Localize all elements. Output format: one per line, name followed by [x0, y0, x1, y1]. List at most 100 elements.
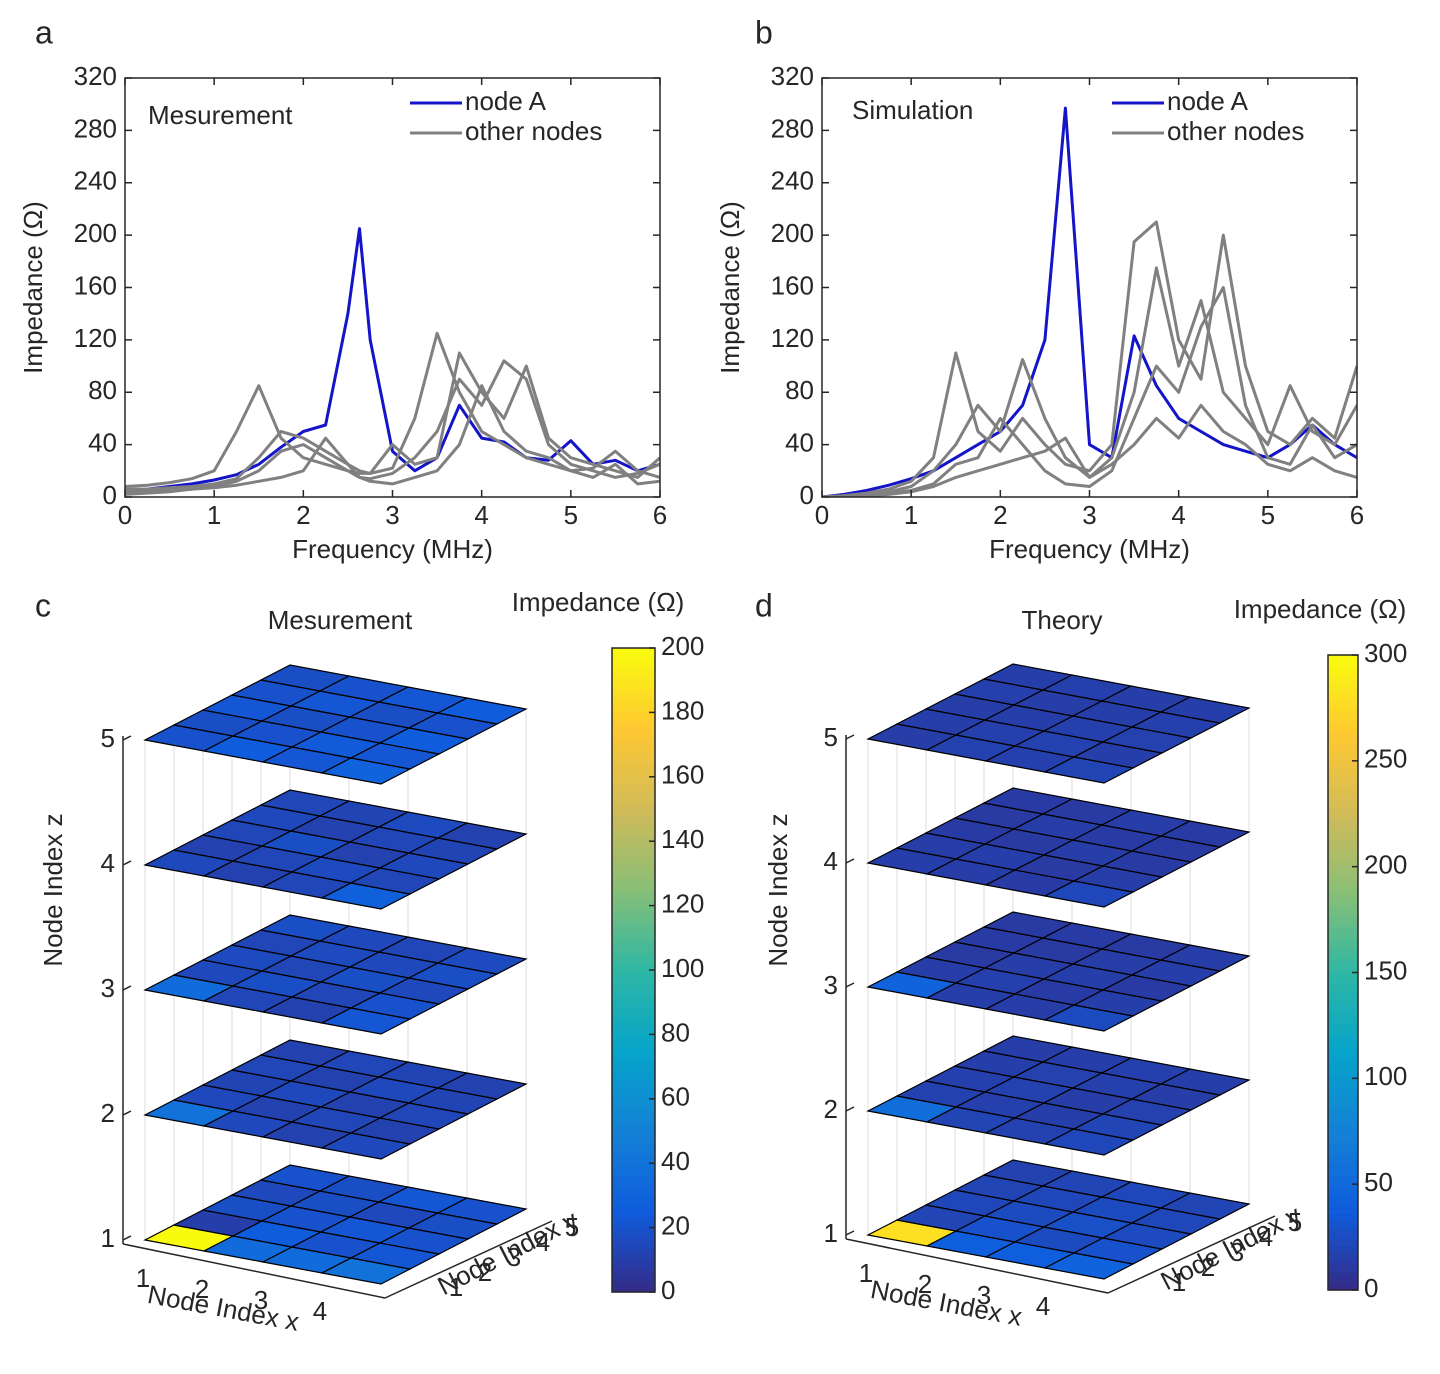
- colorbar-step: [612, 924, 655, 932]
- colorbar-step: [612, 1214, 655, 1222]
- z-tick: [845, 1106, 855, 1112]
- colorbar-step: [1328, 756, 1358, 764]
- colorbar-step: [612, 654, 655, 662]
- colorbar-step: [612, 989, 655, 997]
- colorbar-step: [612, 1053, 655, 1061]
- x-tick-label: 2: [296, 500, 310, 530]
- series-line: [125, 227, 660, 492]
- cell: [436, 1072, 528, 1100]
- colorbar-step: [1328, 1188, 1358, 1196]
- colorbar-step: [1328, 1258, 1358, 1266]
- colorbar-step: [1328, 915, 1358, 923]
- z-tick: [845, 982, 855, 988]
- colorbar-step: [1328, 1004, 1358, 1012]
- colorbar-step: [612, 957, 655, 965]
- colorbar-step: [1328, 1067, 1358, 1075]
- colorbar-step: [612, 937, 655, 945]
- colorbar-step: [1328, 978, 1358, 986]
- colorbar-step: [1328, 794, 1358, 802]
- colorbar-step: [1328, 1207, 1358, 1215]
- colorbar-step: [612, 963, 655, 971]
- y-axis-label: Impedance (Ω): [715, 201, 745, 374]
- colorbar-step: [612, 1105, 655, 1113]
- colorbar-step: [1328, 1251, 1358, 1259]
- colorbar-label: Impedance (Ω): [1234, 594, 1407, 624]
- colorbar-step: [612, 1027, 655, 1035]
- colorbar-step: [1328, 870, 1358, 878]
- colorbar-step: [1328, 712, 1358, 720]
- colorbar-step: [612, 776, 655, 784]
- colorbar-step: [612, 828, 655, 836]
- y-axis: [1107, 1215, 1276, 1294]
- z-tick: [845, 734, 855, 740]
- colorbar-tick-label: 100: [661, 953, 704, 983]
- colorbar-step: [612, 1015, 655, 1023]
- z-tick: [122, 1110, 132, 1116]
- colorbar-step: [1328, 1182, 1358, 1189]
- annotation: Mesurement: [148, 100, 293, 130]
- colorbar-step: [1328, 1232, 1358, 1240]
- colorbar-tick-label: 50: [1364, 1167, 1393, 1197]
- colorbar-step: [1328, 1086, 1358, 1094]
- colorbar-step: [1328, 680, 1358, 688]
- legend-label: other nodes: [465, 116, 602, 146]
- y-axis: [384, 1220, 553, 1299]
- z-tick-label: 4: [101, 848, 115, 878]
- colorbar-step: [612, 860, 655, 868]
- colorbar-step: [612, 1092, 655, 1100]
- x-tick-label: 4: [1036, 1291, 1050, 1321]
- colorbar-step: [612, 982, 655, 990]
- colorbar-step: [1328, 693, 1358, 701]
- colorbar-step: [1328, 1112, 1358, 1120]
- colorbar-step: [1328, 1283, 1358, 1291]
- z-tick-label: 5: [824, 722, 838, 752]
- colorbar-step: [612, 1079, 655, 1087]
- colorbar-step: [1328, 832, 1358, 840]
- y-tick-label: 2: [1201, 1252, 1215, 1282]
- colorbar-step: [1328, 718, 1358, 726]
- y-tick-label: 160: [74, 270, 117, 300]
- y-tick-label: 240: [74, 166, 117, 196]
- colorbar-step: [612, 918, 655, 926]
- colorbar-step: [1328, 953, 1358, 961]
- colorbar-step: [612, 1285, 655, 1293]
- colorbar-step: [612, 1111, 655, 1119]
- colorbar-step: [612, 1066, 655, 1074]
- y-tick-label: 320: [74, 61, 117, 91]
- colorbar-step: [1328, 782, 1358, 789]
- colorbar-step: [1328, 858, 1358, 866]
- colorbar-step: [612, 770, 655, 778]
- colorbar-step: [1328, 851, 1358, 859]
- colorbar-step: [612, 854, 655, 862]
- colorbar-step: [1328, 750, 1358, 758]
- colorbar-tick-label: 150: [1364, 955, 1407, 985]
- y-tick-label: 2: [478, 1257, 492, 1287]
- x-tick-label: 1: [904, 500, 918, 530]
- z-tick-label: 2: [824, 1094, 838, 1124]
- colorbar-step: [612, 1188, 655, 1196]
- colorbar-step: [1328, 1131, 1358, 1139]
- colorbar-step: [612, 1259, 655, 1267]
- colorbar-step: [1328, 1105, 1358, 1113]
- y-tick-label: 40: [785, 428, 814, 458]
- cell: [436, 697, 528, 725]
- x-tick-label: 3: [254, 1285, 268, 1315]
- colorbar-step: [1328, 1175, 1358, 1183]
- colorbar-tick-label: 100: [1364, 1061, 1407, 1091]
- colorbar-step: [1328, 1143, 1358, 1151]
- colorbar-step: [612, 847, 655, 855]
- y-tick-label: 1: [449, 1272, 463, 1302]
- colorbar-step: [1328, 731, 1358, 739]
- colorbar-tick-label: 80: [661, 1017, 690, 1047]
- colorbar-step: [1328, 1213, 1358, 1221]
- colorbar-step: [1328, 928, 1358, 935]
- x-tick-label: 4: [474, 500, 488, 530]
- cell: [1159, 1068, 1251, 1096]
- colorbar-step: [1328, 1124, 1358, 1132]
- y-tick-label: 5: [1288, 1207, 1302, 1237]
- colorbar-step: [1328, 966, 1358, 974]
- y-tick-label: 80: [785, 375, 814, 405]
- series-line: [125, 351, 660, 491]
- y-tick-label: 240: [771, 166, 814, 196]
- colorbar-step: [612, 738, 655, 746]
